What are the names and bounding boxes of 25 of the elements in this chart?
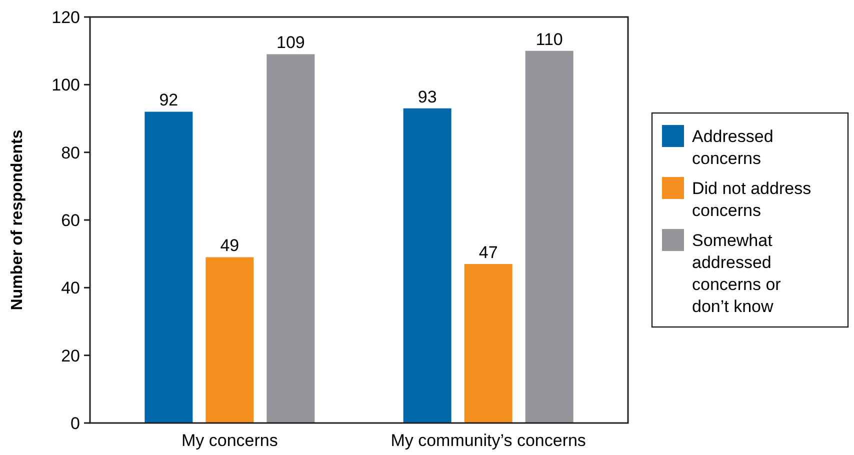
bar xyxy=(525,50,574,423)
data-label: 109 xyxy=(276,33,305,52)
legend-label: Somewhat addressed concerns or don’t know xyxy=(692,231,782,316)
data-label: 47 xyxy=(478,242,498,262)
bar xyxy=(206,257,254,423)
data-label: 92 xyxy=(159,90,178,110)
data-label: 110 xyxy=(536,30,563,49)
x-tick-label: My concerns xyxy=(181,431,278,450)
data-label: 93 xyxy=(418,87,437,106)
y-tick-label: 100 xyxy=(52,76,80,95)
data-label: 49 xyxy=(220,236,240,256)
bar xyxy=(266,54,315,423)
bar xyxy=(464,264,512,423)
y-tick-label: 120 xyxy=(52,8,80,27)
legend-label: Did not address concerns xyxy=(692,179,812,220)
bar xyxy=(144,112,193,423)
y-tick-label: 20 xyxy=(61,346,80,366)
y-tick-label: 0 xyxy=(70,414,80,433)
y-tick-label: 60 xyxy=(61,210,80,230)
legend-label: Addressed concerns xyxy=(692,127,774,168)
y-axis-title: Number of respondents xyxy=(9,130,26,310)
y-tick-label: 40 xyxy=(61,278,80,298)
y-tick-label: 80 xyxy=(61,143,80,162)
x-tick-label: My community’s concerns xyxy=(390,431,586,450)
bar xyxy=(403,108,452,423)
